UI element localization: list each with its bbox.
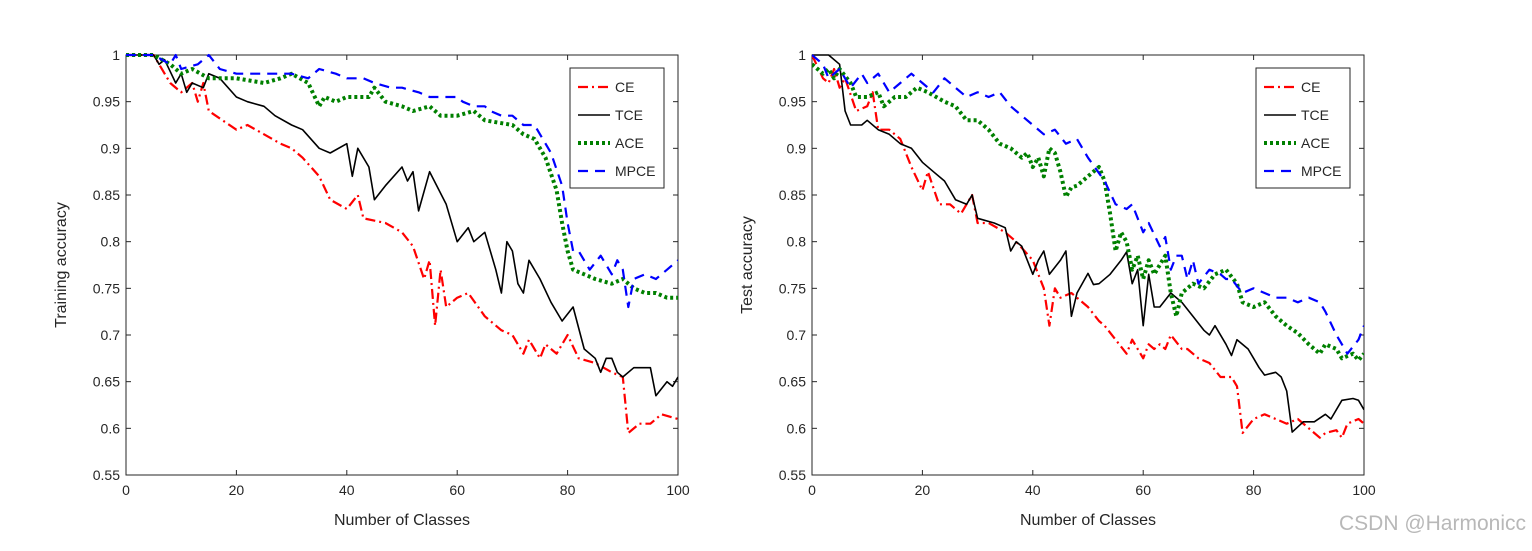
y-tick-label: 0.95 <box>779 94 806 110</box>
y-tick-label: 0.8 <box>787 234 807 250</box>
x-axis-label: Number of Classes <box>334 512 470 529</box>
y-tick-label: 0.75 <box>93 280 120 296</box>
x-tick-label: 40 <box>339 482 355 498</box>
x-tick-label: 0 <box>808 482 816 498</box>
legend-label-ace: ACE <box>1301 135 1330 151</box>
y-axis-label: Training accuracy <box>53 202 70 328</box>
y-tick-label: 0.9 <box>101 140 121 156</box>
y-tick-label: 0.7 <box>101 327 121 343</box>
legend-label-mpce: MPCE <box>615 163 655 179</box>
y-tick-label: 0.8 <box>101 234 121 250</box>
y-tick-label: 0.55 <box>779 467 806 483</box>
legend: CE TCE ACE MPCE <box>1256 68 1350 188</box>
legend-label-tce: TCE <box>1301 107 1329 123</box>
legend-label-tce: TCE <box>615 107 643 123</box>
x-tick-label: 20 <box>915 482 931 498</box>
plot-training: 0 20 40 60 80 100 0.55 0.6 0.65 0.7 0.75 0.8 0.85 0.9… <box>53 47 690 529</box>
y-tick-label: 0.85 <box>779 187 806 203</box>
x-tick-label: 60 <box>449 482 465 498</box>
x-tick-label: 40 <box>1025 482 1041 498</box>
y-tick-label: 1 <box>112 47 120 63</box>
legend-label-ace: ACE <box>615 135 644 151</box>
x-tick-label: 80 <box>560 482 576 498</box>
y-tick-label: 0.65 <box>93 374 120 390</box>
legend-label-mpce: MPCE <box>1301 163 1341 179</box>
y-tick-label: 0.65 <box>779 374 806 390</box>
legend-label-ce: CE <box>1301 79 1320 95</box>
x-tick-label: 100 <box>1352 482 1376 498</box>
y-tick-label: 0.7 <box>787 327 807 343</box>
y-tick-label: 0.6 <box>787 420 807 436</box>
x-tick-label: 80 <box>1246 482 1262 498</box>
plot-test: 0 20 40 60 80 100 0.55 0.6 0.65 0.7 0.75 0.8 0.85 0.9… <box>739 47 1376 529</box>
y-tick-label: 0.85 <box>93 187 120 203</box>
legend: CE TCE ACE MPCE <box>570 68 664 188</box>
y-tick-label: 0.75 <box>779 280 806 296</box>
x-tick-label: 20 <box>229 482 245 498</box>
y-tick-label: 0.9 <box>787 140 807 156</box>
y-tick-label: 0.95 <box>93 94 120 110</box>
watermark: CSDN @Harmonicc <box>1339 512 1526 536</box>
y-tick-label: 1 <box>798 47 806 63</box>
x-axis-label: Number of Classes <box>1020 512 1156 529</box>
x-tick-label: 0 <box>122 482 130 498</box>
x-tick-label: 60 <box>1135 482 1151 498</box>
y-axis-label: Test accuracy <box>739 216 756 314</box>
y-tick-label: 0.55 <box>93 467 120 483</box>
y-tick-label: 0.6 <box>101 420 121 436</box>
x-tick-label: 100 <box>666 482 690 498</box>
legend-label-ce: CE <box>615 79 634 95</box>
